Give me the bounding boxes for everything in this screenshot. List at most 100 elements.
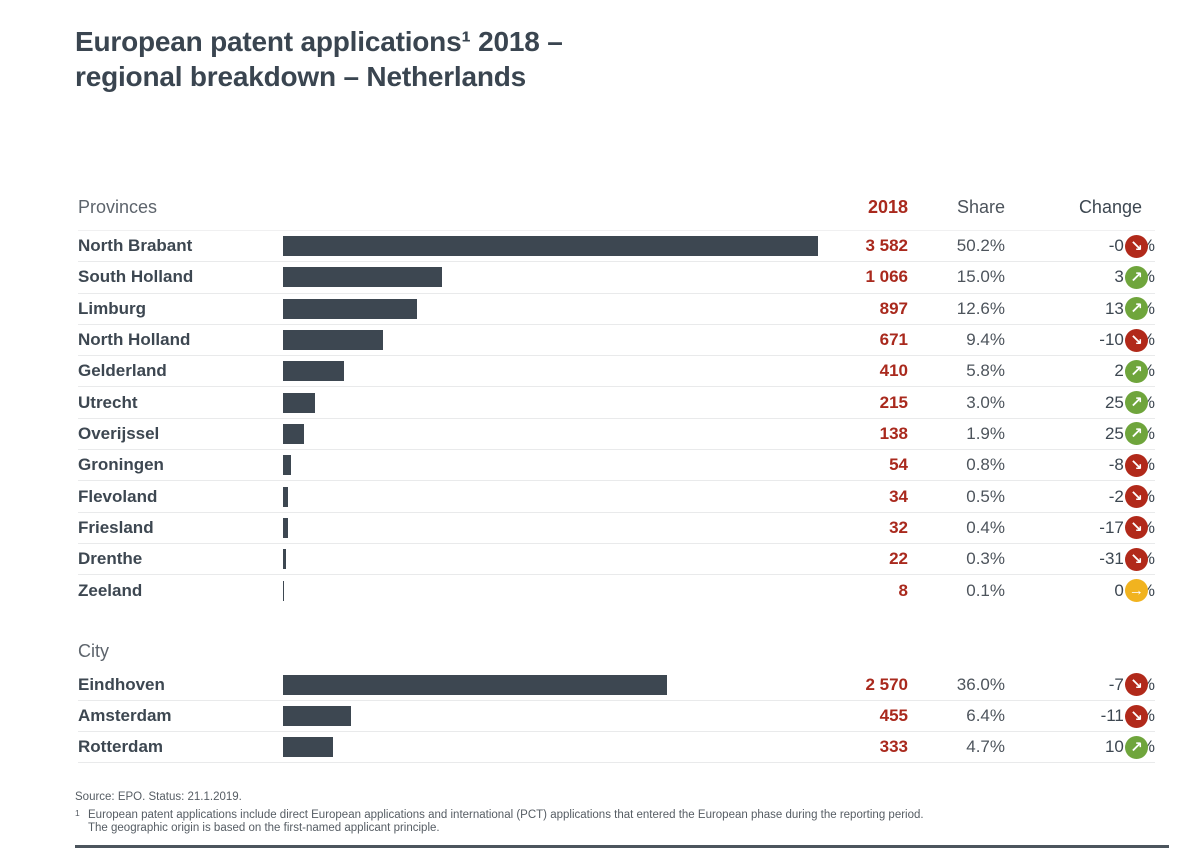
table-row: Zeeland 8 0.1% 0→% [78,575,1155,606]
share-value: 0.5% [966,486,1005,506]
bar-track [283,737,823,758]
bar-track [283,517,823,538]
source-note: Source: EPO. Status: 21.1.2019. [75,791,242,803]
footnote-mark: 1 [75,807,80,818]
region-label: North Brabant [78,236,193,256]
region-label: Flevoland [78,486,158,506]
page-title-line1: European patent applications¹ 2018 – [75,26,563,57]
bar-track [283,486,823,507]
region-label: Overijssel [78,423,160,443]
applications-value: 3 582 [865,236,908,256]
table-row: Groningen 54 0.8% -8↘% [78,450,1155,482]
header-bar-spacer [283,197,823,217]
region-label: North Holland [78,330,191,350]
value-bar [283,267,443,288]
share-value: 0.1% [966,580,1005,600]
change-value: 10 [1104,737,1124,757]
applications-value: 333 [879,737,908,757]
bar-track [283,674,823,695]
change-cell: 13↗% [1005,297,1155,321]
bar-track [283,361,823,382]
table-row: Limburg 897 12.6% 13↗% [78,294,1155,325]
value-bar [283,455,292,476]
table-row: Overijssel 138 1.9% 25↗% [78,419,1155,451]
share-value: 0.3% [966,549,1005,569]
trend-up-icon: ↗ [1124,735,1148,759]
change-cell: -7↘% [1005,673,1155,697]
applications-value: 671 [879,330,908,350]
value-bar [283,580,285,601]
bar-track [283,330,823,351]
value-bar [283,549,287,570]
region-label: Zeeland [78,580,143,600]
applications-value: 22 [889,549,908,569]
applications-value: 455 [879,706,908,725]
change-value: 13 [1104,298,1124,318]
share-value: 36.0% [956,674,1005,694]
value-bar [283,423,304,444]
value-bar [283,392,316,413]
value-bar [283,737,333,758]
share-value: 0.4% [966,517,1005,537]
change-cell: 3↗% [1005,265,1155,289]
bar-track [283,580,823,601]
share-value: 3.0% [966,392,1005,412]
bar-track [283,549,823,570]
provinces-table: Provinces 2018 Share Change North Braban… [78,184,1155,764]
change-cell: 25↗% [1005,391,1155,415]
column-header-change: Change [1078,196,1142,217]
table-row: Gelderland 410 5.8% 2↗% [78,356,1155,388]
trend-up-icon: ↗ [1124,422,1148,446]
change-cell: -17↘% [1005,516,1155,540]
city-label: Amsterdam [78,706,172,725]
change-cell: 0→% [1005,579,1155,603]
value-bar [283,236,818,257]
change-value: -0 [1108,236,1124,256]
trend-down-icon: ↘ [1124,547,1148,571]
city-label: Eindhoven [78,674,165,694]
value-bar [283,298,417,319]
table-row: Drenthe 22 0.3% -31↘% [78,544,1155,576]
trend-down-icon: ↘ [1124,516,1148,540]
page-title-line2: regional breakdown – Netherlands [75,61,527,92]
bar-track [283,706,823,726]
city-table-header: City [78,634,1155,670]
region-label: Groningen [78,455,164,475]
column-header-2018: 2018 [867,196,908,217]
share-value: 15.0% [956,267,1005,287]
footnote-line2: The geographic origin is based on the fi… [88,822,440,834]
change-value: -11 [1100,706,1124,725]
region-label: Drenthe [78,549,143,569]
table-row: Flevoland 34 0.5% -2↘% [78,481,1155,513]
applications-value: 897 [879,298,908,318]
change-value: -31 [1099,549,1124,569]
change-value: -8 [1108,455,1124,475]
trend-down-icon: ↘ [1124,234,1148,258]
region-label: Friesland [78,517,154,537]
share-value: 6.4% [966,706,1005,725]
share-value: 50.2% [956,236,1005,256]
table-row: North Brabant 3 582 50.2% -0↘% [78,231,1155,263]
share-value: 4.7% [966,737,1005,757]
trend-down-icon: ↘ [1124,704,1148,728]
region-label: Utrecht [78,392,138,412]
value-bar [283,330,384,351]
applications-value: 1 066 [865,267,908,287]
share-value: 0.8% [966,455,1005,475]
trend-down-icon: ↘ [1124,328,1148,352]
region-label: Limburg [78,298,146,318]
change-cell: 2↗% [1005,359,1155,383]
bottom-rule [75,845,1169,848]
value-bar [283,486,289,507]
bar-track [283,392,823,413]
change-cell: -0↘% [1005,234,1155,258]
applications-value: 32 [889,517,908,537]
table-row: South Holland 1 066 15.0% 3↗% [78,262,1155,294]
trend-up-icon: ↗ [1124,359,1148,383]
column-header-city: City [78,641,109,662]
applications-value: 2 570 [865,674,908,694]
change-cell: -10↘% [1005,328,1155,352]
region-label: South Holland [78,267,194,287]
value-bar [283,517,288,538]
change-cell: -8↘% [1005,453,1155,477]
